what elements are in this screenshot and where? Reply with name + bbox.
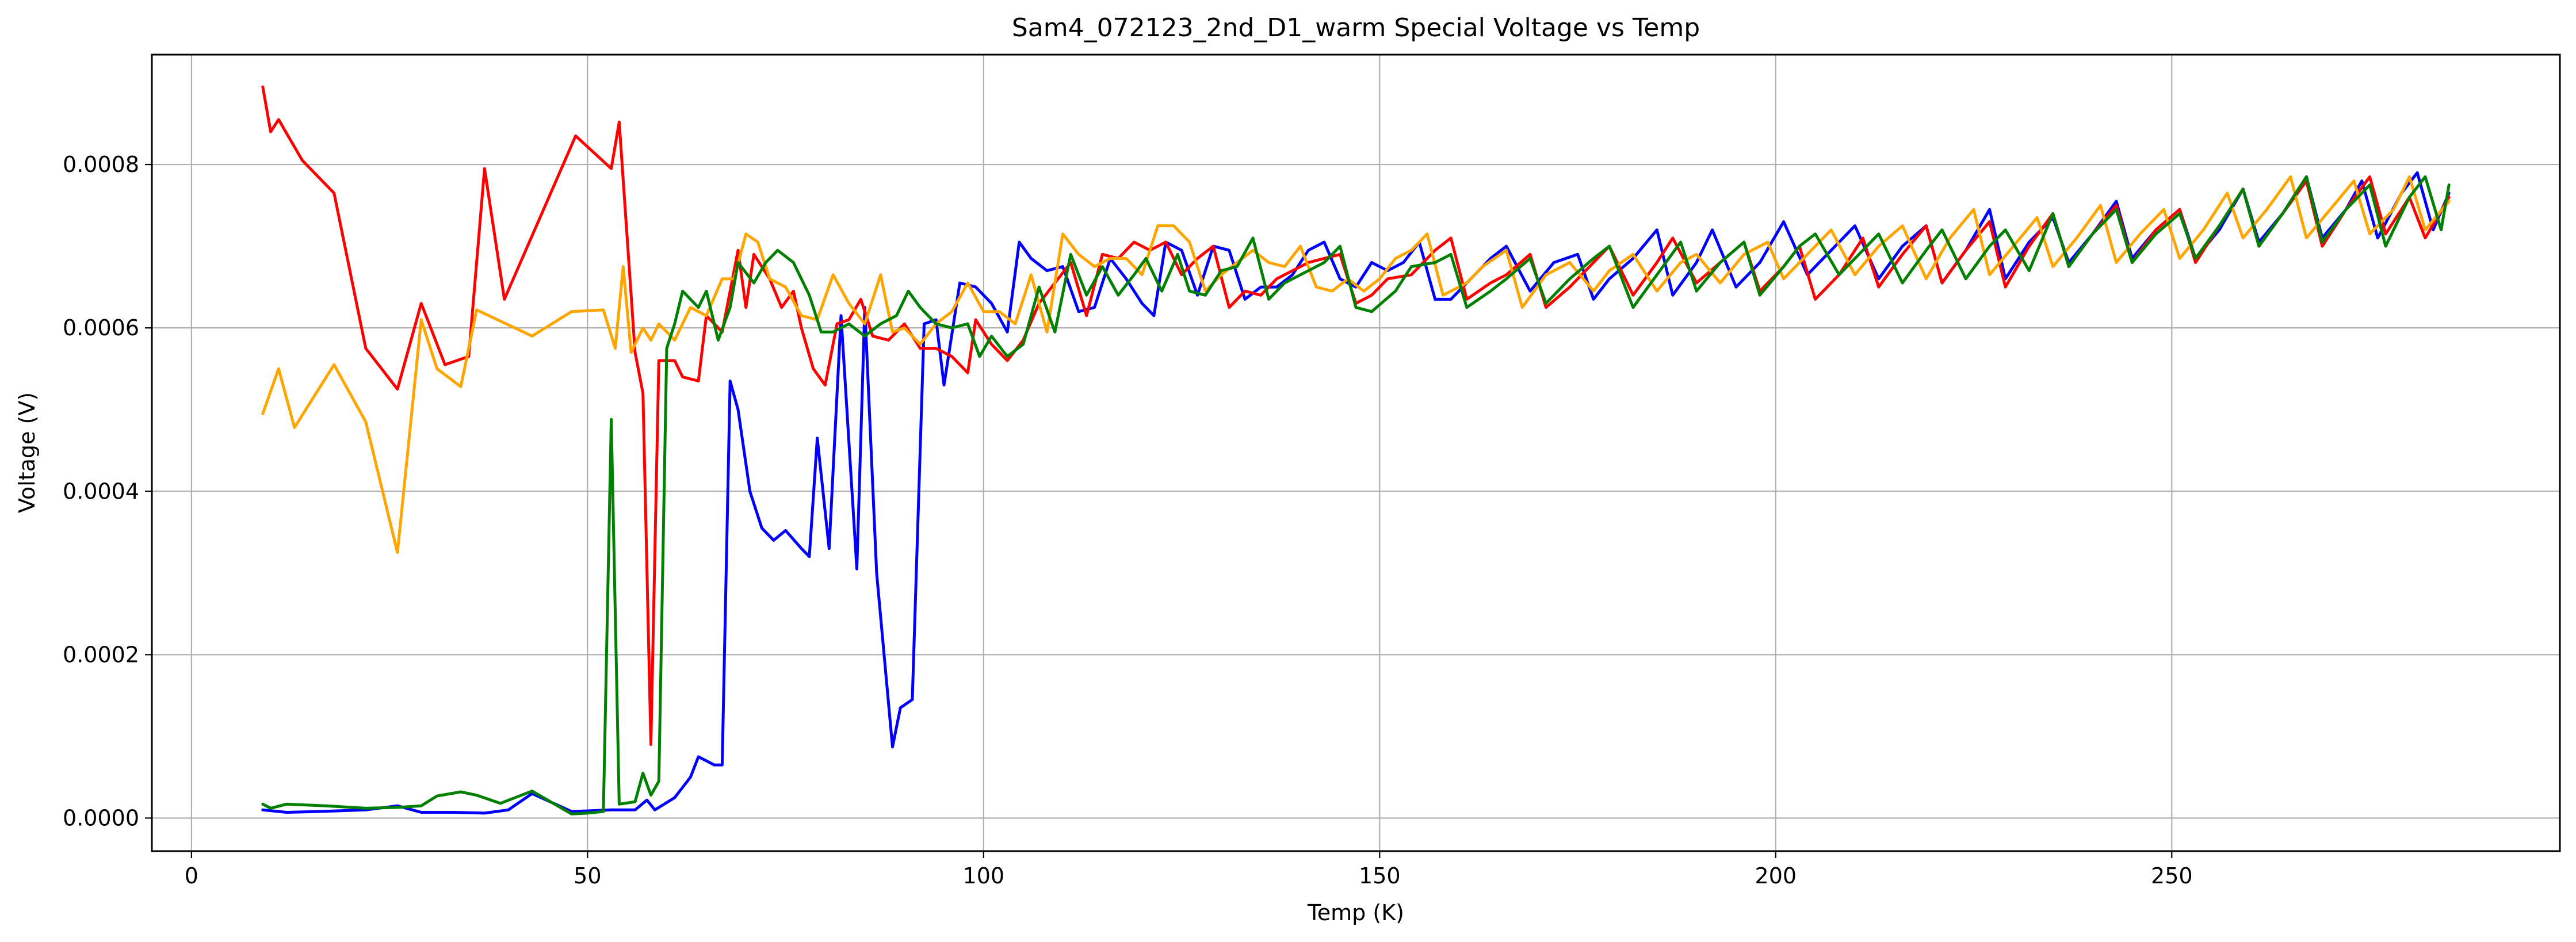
y-axis-label: Voltage (V) [14,392,40,513]
series-group [261,85,2451,815]
grid [152,55,2560,851]
y-tick-label: 0.0006 [63,315,139,340]
chart-title: Sam4_072123_2nd_D1_warm Special Voltage … [1012,13,1700,43]
x-tick-label: 50 [574,863,601,889]
y-tick-label: 0.0000 [63,805,139,830]
x-tick-label: 200 [1755,863,1797,889]
x-tick-label: 250 [2151,863,2193,889]
y-tick-label: 0.0004 [63,478,139,504]
plot-frame [151,53,2561,852]
x-tick-label: 0 [185,863,198,889]
x-axis-label: Temp (K) [1307,900,1404,925]
y-tick-label: 0.0002 [63,642,139,667]
ticks: 0 50 100 150 200 250 0.0000 0.0002 0.0004 0.0006 0… [63,152,2193,889]
y-tick-label: 0.0008 [63,152,139,177]
x-tick-label: 100 [963,863,1005,889]
series-line-2 [261,85,2451,746]
series-line-4 [261,175,2451,815]
series-line-3 [261,175,2451,554]
x-tick-label: 150 [1359,863,1401,889]
